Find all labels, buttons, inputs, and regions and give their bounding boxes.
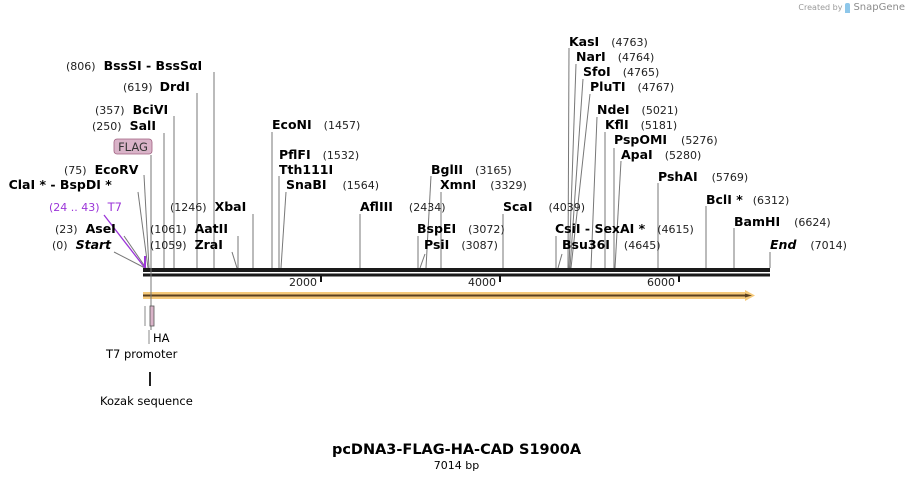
site-SalI[interactable]: (250) SalI [92, 118, 156, 133]
site-BamHI[interactable]: BamHI (6624) [734, 214, 831, 229]
site-SnaBI[interactable]: SnaBI (1564) [286, 177, 379, 192]
site-PflFI[interactable]: PflFI (1532) [279, 147, 359, 162]
site-XbaI[interactable]: (1246) XbaI [170, 199, 246, 214]
site-PshAI[interactable]: PshAI (5769) [658, 169, 748, 184]
cad-orf-feature-arrow[interactable] [143, 290, 755, 301]
backbone-bottom-strand [143, 273, 770, 277]
site-ApaI[interactable]: ApaI (5280) [621, 147, 701, 162]
map-title: pcDNA3-FLAG-HA-CAD S1900A [331, 442, 582, 458]
site-labels-middle: EcoNI (1457) PflFI (1532) Tth111I SnaBI (15… [272, 117, 585, 252]
axis-ticks [320, 276, 680, 282]
site-KasI[interactable]: KasI (4763) [569, 34, 648, 49]
site-ScaI[interactable]: ScaI (4039) [503, 199, 585, 214]
flag-feature-label[interactable]: FLAG [113, 138, 153, 155]
site-DrdI[interactable]: (619) DrdI [123, 79, 190, 94]
site-AatII[interactable]: (1061) AatII [150, 221, 228, 236]
tick-label-4000: 4000 [468, 276, 496, 289]
snapgene-logo-icon [845, 2, 851, 13]
site-AflIII[interactable]: AflIII (2434) [360, 199, 445, 214]
snapgene-credit: Created by SnapGene [798, 2, 905, 13]
site-KflI[interactable]: KflI (5181) [605, 117, 677, 132]
site-BspEI[interactable]: BspEI (3072) [417, 221, 505, 236]
flag-label: FLAG [118, 140, 148, 154]
site-labels-right: KasI (4763) NarI (4764) SfoI (4765) PluTI (4… [555, 34, 847, 252]
ha-tag-feature[interactable] [149, 305, 155, 327]
site-PspOMI[interactable]: PspOMI (5276) [614, 132, 718, 147]
credit-brand: SnapGene [853, 2, 905, 13]
primer-T7[interactable]: (24 .. 43) T7 [49, 200, 122, 214]
map-length: 7014 bp [433, 459, 480, 472]
tick-label-6000: 6000 [647, 276, 675, 289]
site-Tth111I[interactable]: Tth111I [279, 162, 333, 177]
tick-label-2000: 2000 [289, 276, 317, 289]
site-BciVI[interactable]: (357) BciVI [95, 102, 168, 117]
site-labels-left: (806) BssSI - BssSαI (619) DrdI (357) BciVI… [0, 58, 246, 252]
site-AseI[interactable]: (23) AseI [55, 221, 116, 236]
site-BssSI[interactable]: (806) BssSI - BssSαI [66, 58, 202, 73]
site-Start[interactable]: (0) Start [52, 237, 112, 252]
site-End[interactable]: End (7014) [770, 237, 847, 252]
site-BclI[interactable]: BclI * (6312) [706, 192, 789, 207]
site-leader-lines [113, 47, 771, 269]
credit-prefix: Created by [798, 3, 843, 12]
kozak-sequence-mark[interactable] [149, 372, 151, 386]
site-SfoI[interactable]: SfoI (4765) [583, 64, 659, 79]
backbone-top-strand [143, 268, 770, 272]
site-PluTI[interactable]: PluTI (4767) [590, 79, 674, 94]
site-EcoNI[interactable]: EcoNI (1457) [272, 117, 360, 132]
t7-promoter-label: T7 promoter [105, 347, 178, 361]
t7-primer-line[interactable] [103, 214, 146, 269]
site-ZraI[interactable]: (1059) ZraI [150, 237, 223, 252]
site-CsiI-SexAI[interactable]: CsiI - SexAI * (4615) [555, 221, 694, 236]
site-PsiI[interactable]: PsiI (3087) [424, 237, 498, 252]
site-BglII[interactable]: BglII (3165) [431, 162, 512, 177]
site-XmnI[interactable]: XmnI (3329) [440, 177, 527, 192]
site-EcoRV[interactable]: (75) EcoRV [64, 162, 139, 177]
kozak-sequence-label: Kozak sequence [100, 394, 193, 408]
site-Bsu36I[interactable]: Bsu36I (4645) [562, 237, 661, 252]
ha-label: HA [153, 331, 170, 345]
site-NarI[interactable]: NarI (4764) [576, 49, 654, 64]
site-NdeI[interactable]: NdeI (5021) [597, 102, 678, 117]
site-ClaI-BspDI[interactable]: (71)ClaI * - BspDI * [0, 177, 112, 192]
